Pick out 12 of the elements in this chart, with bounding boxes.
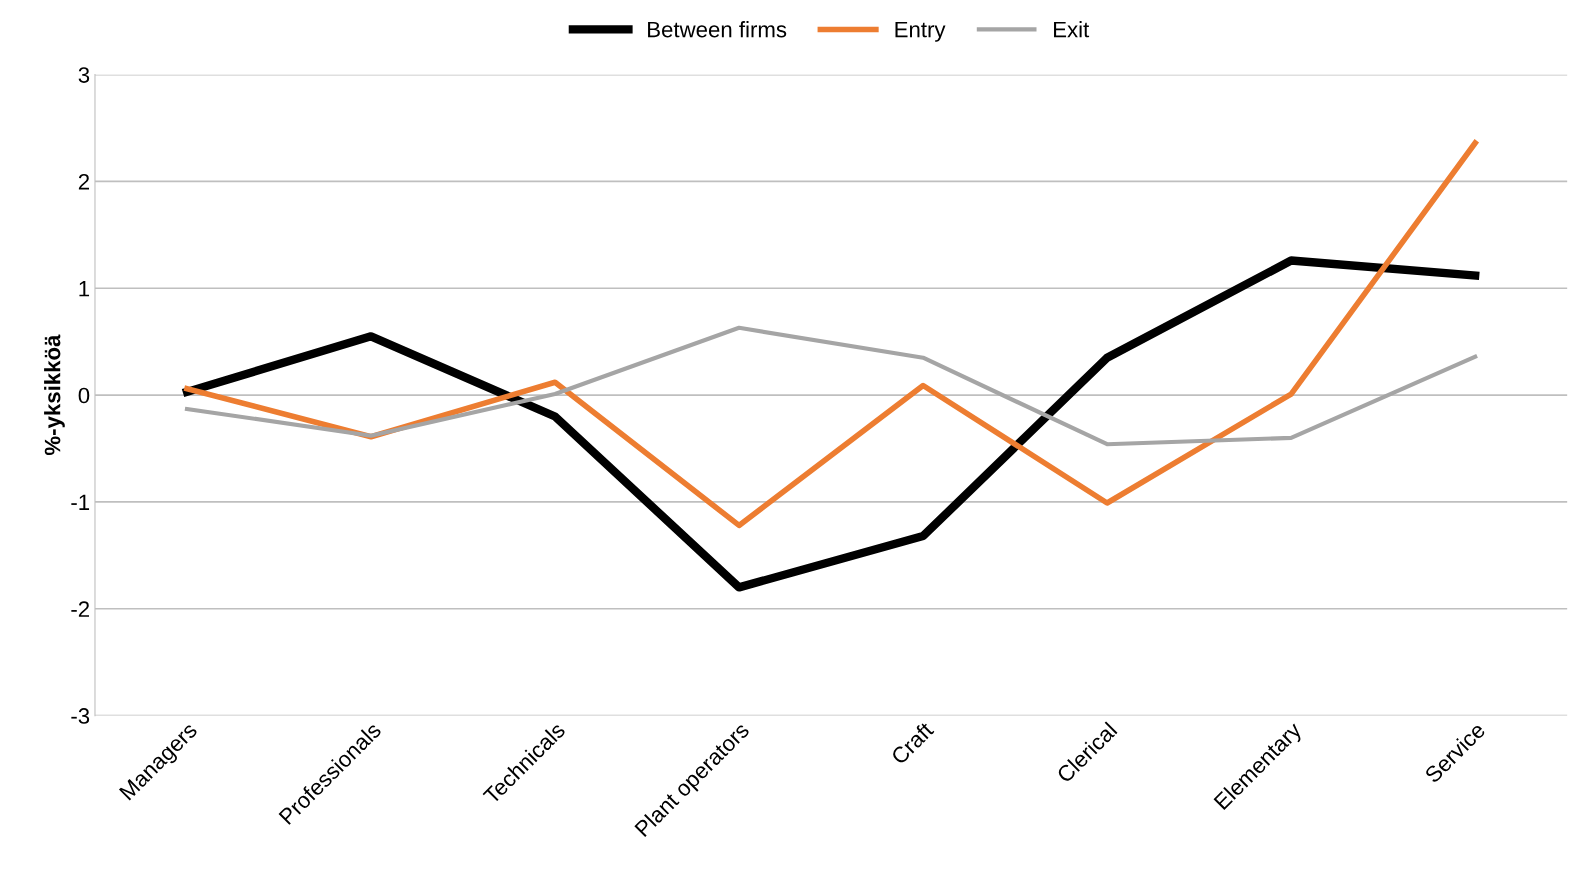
y-tick-label: 3 [78,67,90,83]
legend-label: Between firms [648,21,787,38]
y-tick-label: 0 [78,387,90,404]
y-tick-label: 2 [78,173,89,190]
legend-label: Exit [1054,21,1090,38]
y-axis-title: %-yksikköä [44,334,65,456]
y-tick-label: -3 [71,708,90,724]
y-tick-label: 1 [79,281,90,297]
line-series [184,325,1478,447]
legend-label: Entry [895,21,946,42]
y-tick-label: -1 [71,494,90,510]
y-tick-label: -2 [71,601,90,617]
